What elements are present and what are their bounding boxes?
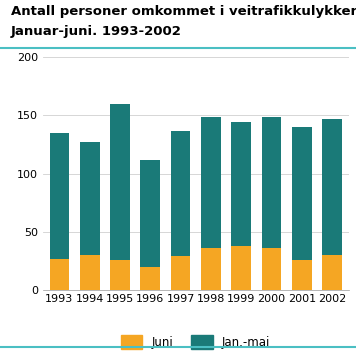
Bar: [80, 142, 100, 255]
Bar: [141, 160, 160, 267]
Bar: [49, 258, 69, 290]
Bar: [231, 122, 251, 246]
Text: Antall personer omkommet i veitrafikkulykker.: Antall personer omkommet i veitrafikkuly…: [11, 5, 356, 18]
Bar: [322, 255, 342, 290]
Legend: Juni, Jan.-mai: Juni, Jan.-mai: [121, 335, 271, 349]
Bar: [231, 246, 251, 290]
Bar: [110, 260, 130, 290]
Bar: [171, 256, 190, 290]
Bar: [141, 267, 160, 290]
Bar: [49, 133, 69, 258]
Bar: [262, 248, 282, 290]
Bar: [171, 131, 190, 256]
Bar: [80, 255, 100, 290]
Text: Januar-juni. 1993-2002: Januar-juni. 1993-2002: [11, 25, 182, 38]
Bar: [322, 119, 342, 255]
Bar: [262, 117, 282, 248]
Bar: [201, 117, 221, 248]
Bar: [292, 127, 312, 260]
Bar: [201, 248, 221, 290]
Bar: [110, 104, 130, 260]
Bar: [292, 260, 312, 290]
